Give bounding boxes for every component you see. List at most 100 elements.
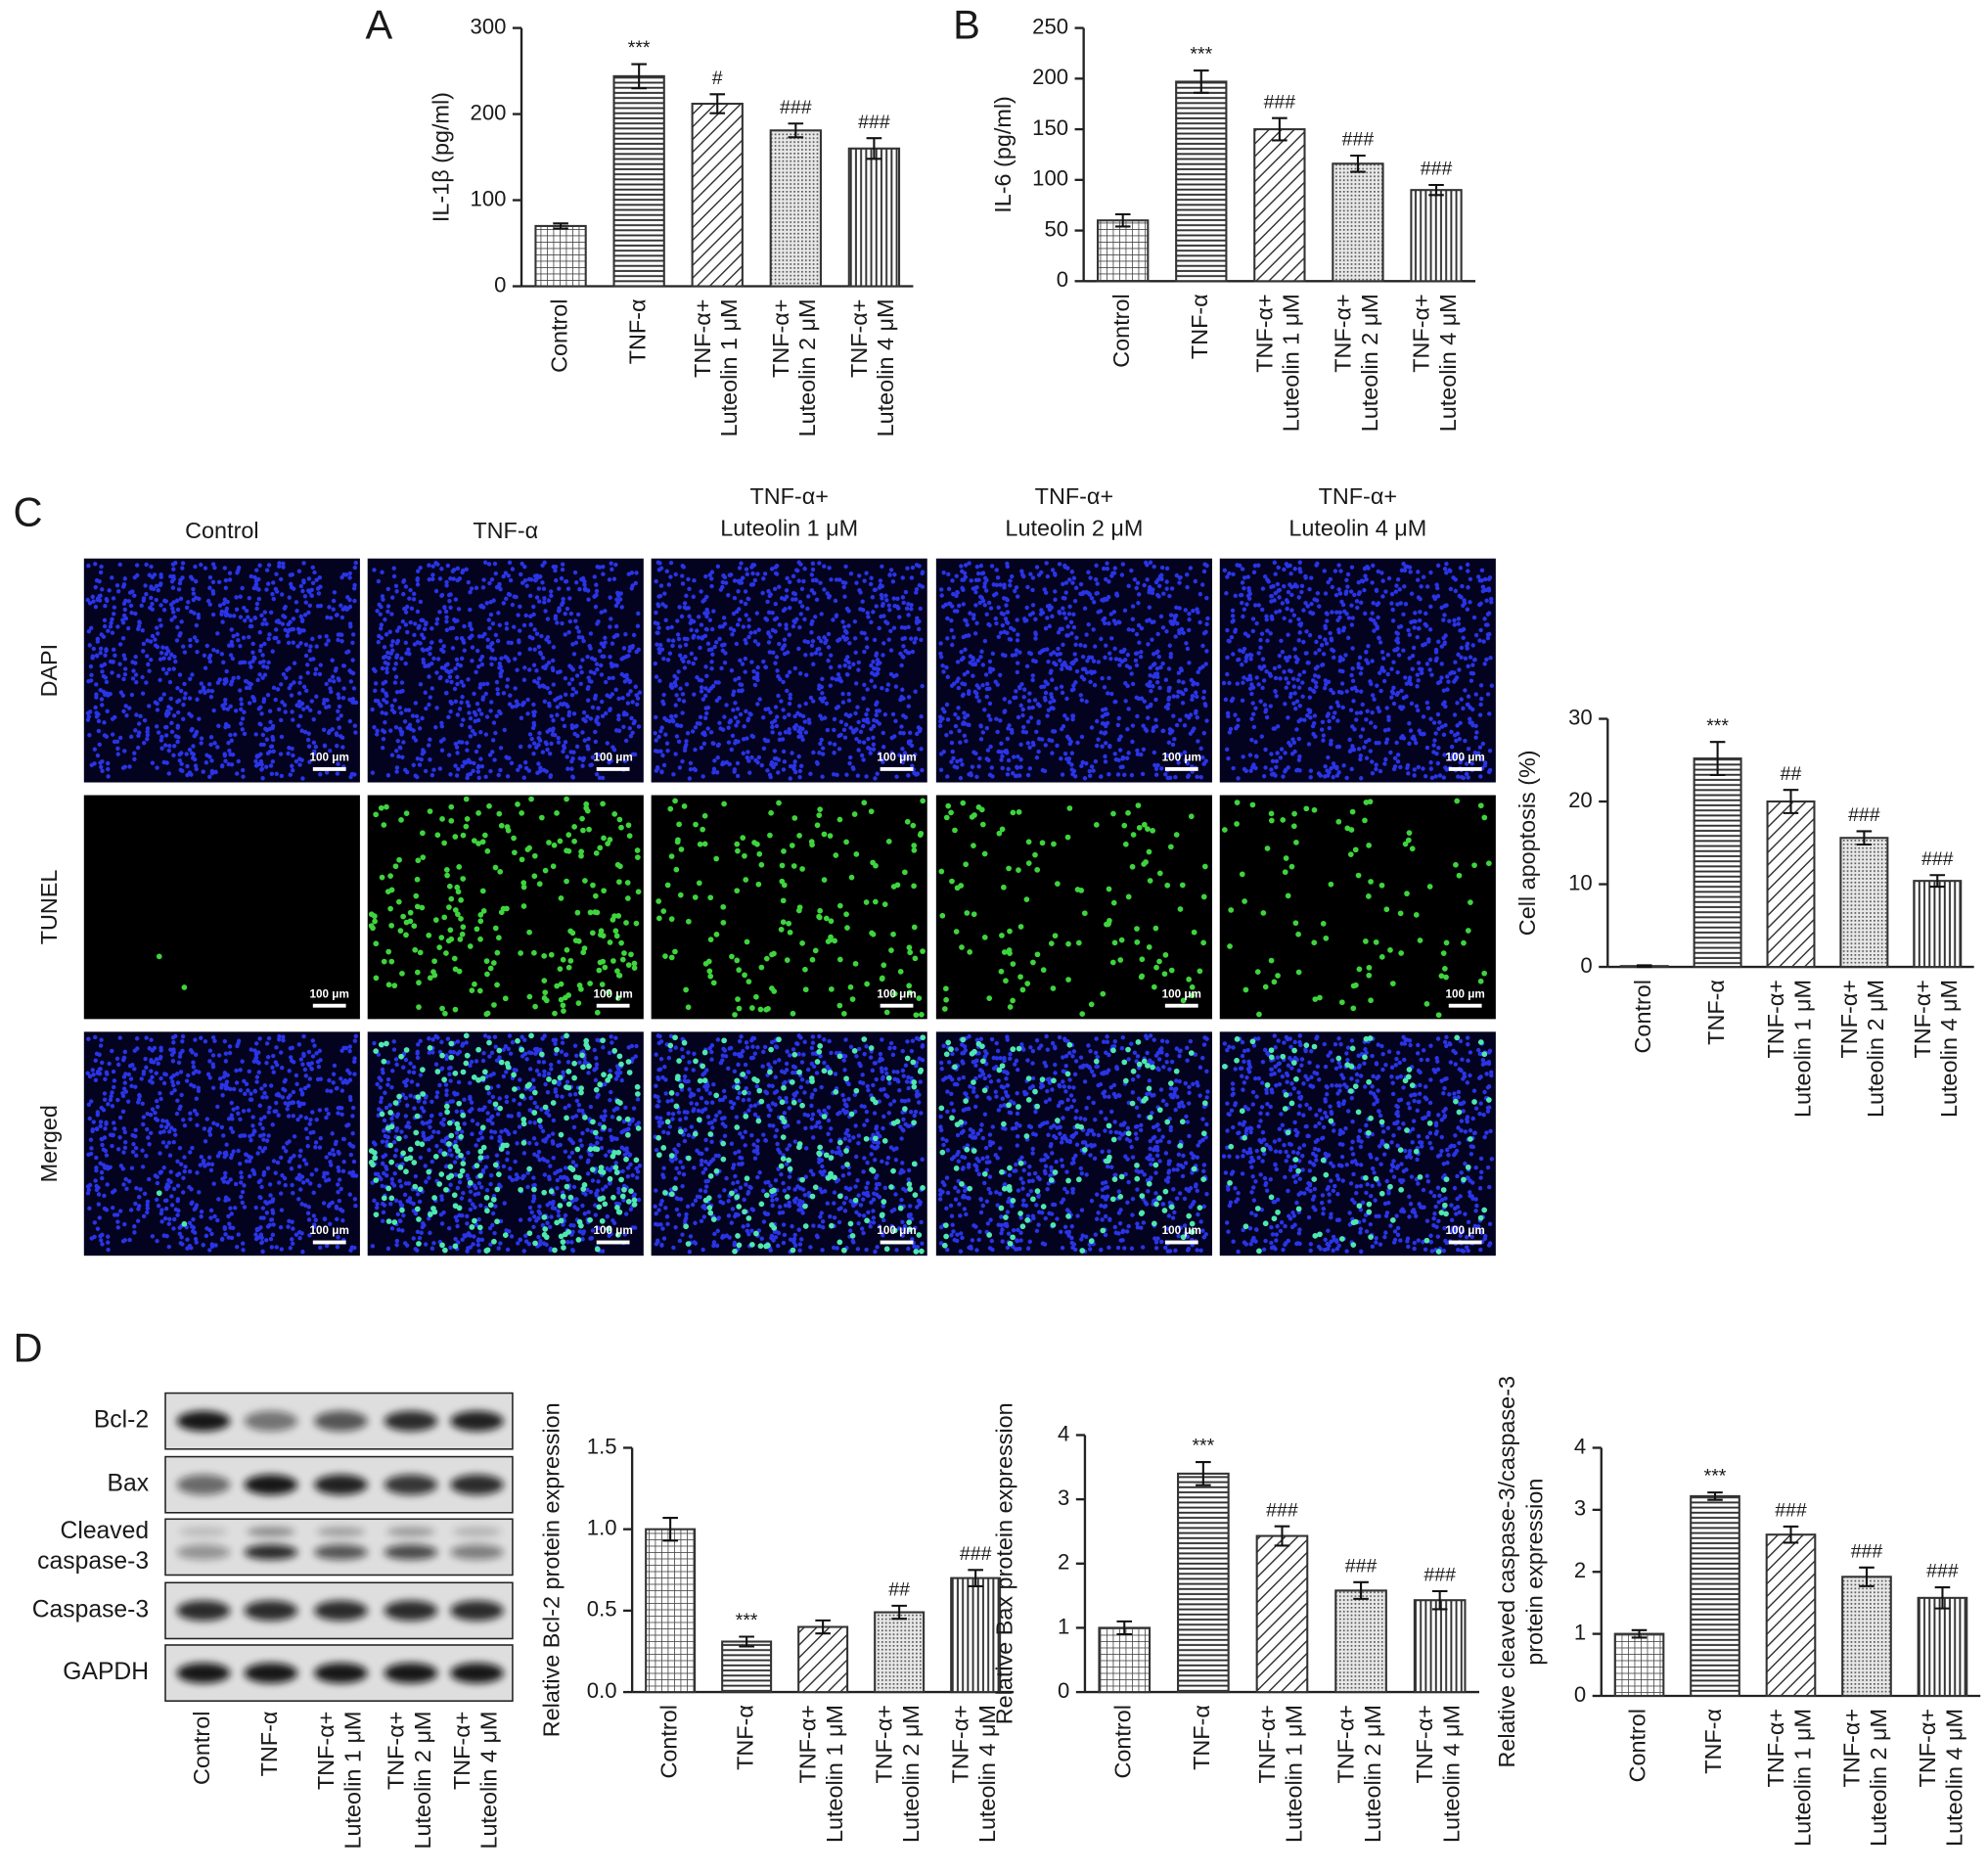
significance-label: ### [1423, 1565, 1456, 1586]
x-tick-label: TNF-α+ [1254, 1705, 1280, 1783]
scale-bar-label: 100 μm [1162, 987, 1201, 1000]
x-tick-label: TNF-α [1700, 1709, 1726, 1774]
x-tick-label: Luteolin 1 μM [822, 1705, 847, 1843]
y-tick-label: 1 [1574, 1620, 1586, 1644]
y-tick-label: 0.0 [587, 1678, 617, 1703]
y-tick-label: 50 [1044, 216, 1068, 241]
significance-label: *** [1190, 44, 1212, 66]
protein-band [176, 1410, 231, 1432]
error-bar [631, 63, 647, 90]
lane-label: Control [189, 1712, 214, 1785]
protein-band [450, 1474, 504, 1495]
protein-band [450, 1663, 504, 1683]
error-bar [1114, 212, 1131, 228]
y-tick-label: 0 [1058, 1678, 1069, 1703]
error-bar [788, 122, 804, 139]
error-bar [1859, 1566, 1875, 1587]
bar [1693, 757, 1742, 969]
significance-label: ### [1342, 129, 1375, 151]
row-label: DAPI [36, 644, 62, 698]
y-axis-label: protein expression [1522, 1479, 1548, 1666]
protein-band [450, 1600, 504, 1622]
y-tick-label: 4 [1574, 1434, 1586, 1458]
x-tick-label: TNF-α [1187, 294, 1212, 359]
y-tick-label: 100 [1032, 166, 1068, 191]
bar [1334, 1589, 1387, 1694]
protein-band [384, 1600, 438, 1622]
micrograph [651, 795, 927, 1020]
error-bar [1431, 1589, 1448, 1611]
x-tick-label: TNF-α+ [1915, 1709, 1940, 1787]
bar [1917, 1596, 1968, 1698]
scale-bar-label: 100 μm [1162, 751, 1201, 763]
row-label: Merged [36, 1105, 62, 1182]
x-tick-label: TNF-α+ [768, 299, 793, 378]
panel-letter: B [953, 2, 980, 48]
x-tick-label: Luteolin 4 μM [1936, 980, 1962, 1118]
y-tick-label: 2 [1058, 1550, 1069, 1575]
scale-bar [1164, 766, 1198, 771]
tunel-positive-cells [655, 798, 926, 1019]
protein-band [384, 1544, 438, 1560]
error-bar [1116, 1620, 1133, 1636]
scale-bar [312, 1240, 346, 1245]
scale-bar [1164, 1003, 1198, 1008]
significance-label: ### [858, 112, 890, 133]
scale-bar-label: 100 μm [1446, 1224, 1485, 1237]
lane-label: Luteolin 2 μM [410, 1712, 435, 1850]
bar [950, 1577, 1002, 1694]
protein-band [314, 1663, 368, 1683]
x-tick-label: Luteolin 4 μM [1439, 1705, 1465, 1843]
x-tick-label: Luteolin 1 μM [1281, 1705, 1306, 1843]
scale-bar [880, 1003, 914, 1008]
column-header: Control [185, 518, 258, 543]
x-tick-label: Luteolin 1 μM [1789, 1709, 1815, 1847]
error-bar [1707, 1491, 1723, 1501]
tunel-positive-cells [156, 1190, 188, 1227]
y-tick-label: 2 [1574, 1558, 1586, 1582]
x-tick-label: TNF-α+ [1409, 294, 1434, 372]
row-label: TUNEL [36, 870, 62, 945]
dapi-nuclei [370, 560, 643, 781]
protein-band [176, 1663, 231, 1683]
significance-label: ### [1926, 1561, 1959, 1582]
x-tick-label: Luteolin 2 μM [898, 1705, 924, 1843]
protein-band [179, 1527, 228, 1537]
lane-label: TNF-α [256, 1712, 282, 1777]
bar [645, 1528, 697, 1694]
dapi-nuclei [1221, 560, 1495, 781]
lane-label: TNF-α+ [313, 1712, 339, 1790]
y-tick-label: 150 [1032, 115, 1068, 140]
error-bar [709, 93, 726, 114]
scale-bar [880, 1240, 914, 1245]
bar [1765, 1533, 1817, 1698]
scale-bar [1448, 1003, 1482, 1008]
lane-label: TNF-α+ [383, 1712, 408, 1790]
significance-label: *** [1704, 1466, 1727, 1487]
error-bar [1631, 1628, 1648, 1639]
error-bar [1783, 1525, 1799, 1544]
x-tick-label: Luteolin 1 μM [1789, 980, 1815, 1118]
significance-label: ## [1781, 763, 1802, 785]
x-tick-label: Control [655, 1705, 681, 1778]
y-tick-label: 0.5 [587, 1597, 617, 1622]
y-axis-label: IL-6 (pg/ml) [990, 96, 1016, 213]
scale-bar [1448, 1240, 1482, 1245]
protein-band [244, 1600, 298, 1622]
scale-bar-label: 100 μm [593, 987, 632, 1000]
x-tick-label: TNF-α+ [1763, 980, 1788, 1058]
x-tick-label: Luteolin 1 μM [716, 299, 742, 437]
x-tick-label: TNF-α [1189, 1705, 1214, 1770]
x-tick-label: TNF-α+ [795, 1705, 821, 1783]
error-bar [1856, 830, 1873, 846]
band-label: Bcl-2 [94, 1407, 149, 1434]
significance-label: ### [1264, 91, 1296, 113]
error-bar [1350, 154, 1366, 173]
y-tick-label: 0 [1580, 953, 1592, 978]
lane-label: Luteolin 4 μM [475, 1712, 501, 1850]
error-bar [1272, 116, 1288, 142]
band-label: GAPDH [63, 1659, 149, 1685]
column-header: TNF-α+ [1035, 483, 1113, 509]
significance-label: ### [1775, 1500, 1807, 1522]
